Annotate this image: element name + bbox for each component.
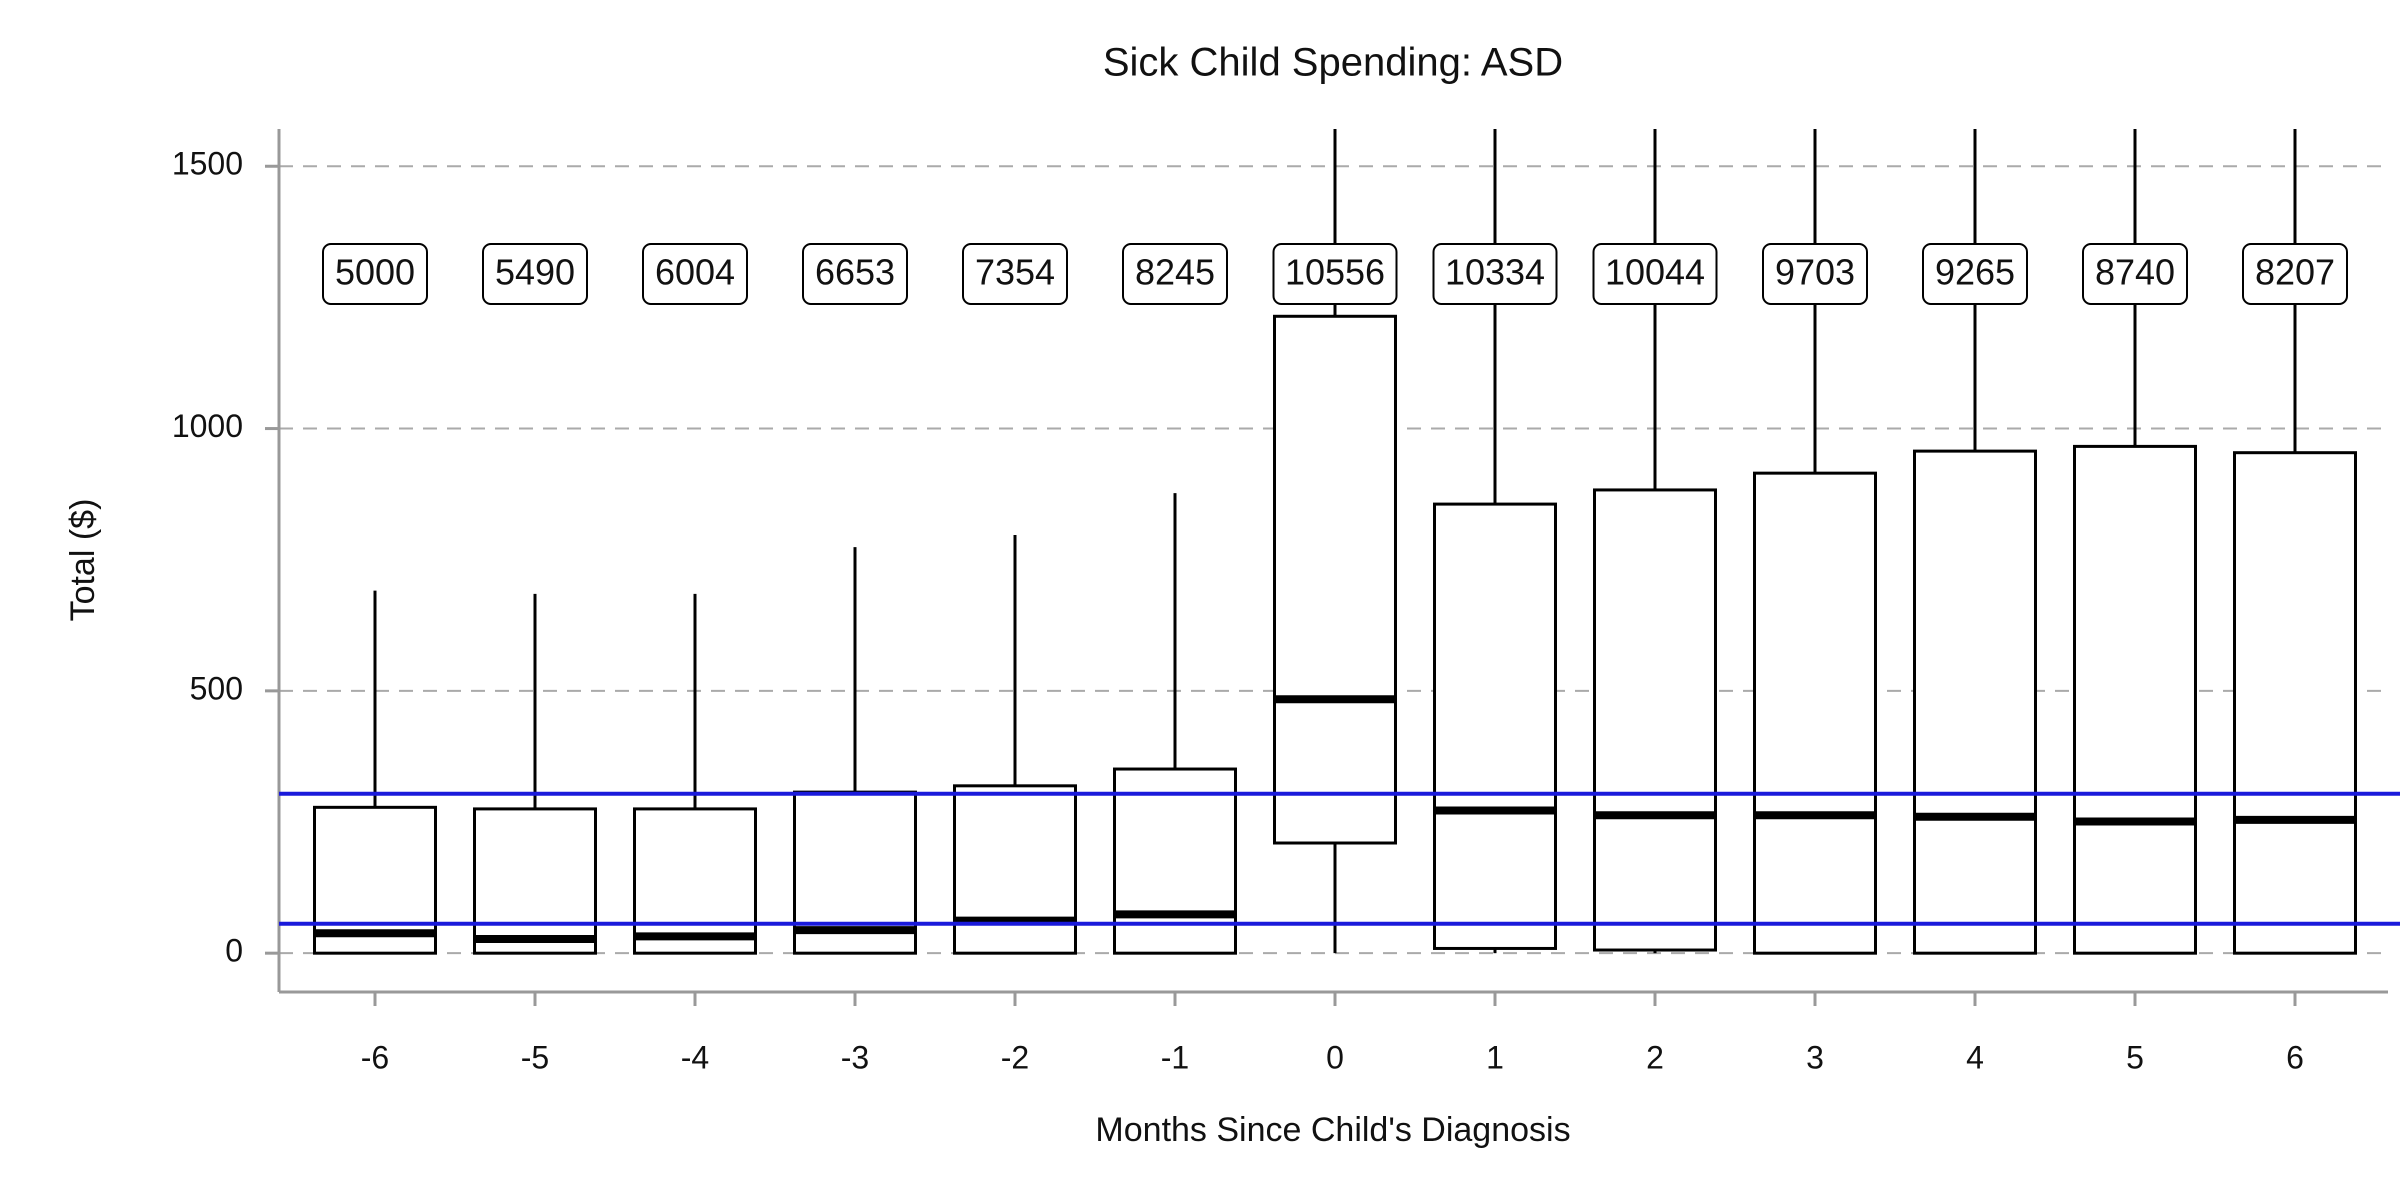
- count-label-box: [1592, 243, 1718, 305]
- count-label-box: [1272, 243, 1398, 305]
- count-label: 8207: [2255, 252, 2335, 293]
- x-tick-label: -5: [521, 1039, 549, 1075]
- count-label-box: [322, 243, 428, 305]
- count-label: 10334: [1445, 252, 1545, 293]
- count-label: 6653: [815, 252, 895, 293]
- x-tick-label: -4: [681, 1039, 709, 1075]
- box: [1913, 449, 2037, 955]
- x-tick-label: -1: [1161, 1039, 1189, 1075]
- count-label-box: [962, 243, 1068, 305]
- count-label: 8740: [2095, 252, 2175, 293]
- x-axis-title: Months Since Child's Diagnosis: [1095, 1111, 1570, 1149]
- count-label: 10556: [1285, 252, 1385, 293]
- count-label-box: [1432, 243, 1558, 305]
- x-tick-label: 6: [2286, 1039, 2304, 1075]
- count-label: 6004: [655, 252, 735, 293]
- x-tick-label: 0: [1326, 1039, 1344, 1075]
- x-tick-label: 5: [2126, 1039, 2144, 1075]
- x-tick-label: 4: [1966, 1039, 1984, 1075]
- count-label-box: [482, 243, 588, 305]
- y-tick-label: 500: [190, 670, 243, 706]
- box: [473, 807, 597, 955]
- box: [1593, 488, 1717, 952]
- count-label: 7354: [975, 252, 1055, 293]
- count-label-box: [1762, 243, 1868, 305]
- y-tick-label: 1500: [172, 146, 243, 182]
- box: [2233, 451, 2357, 955]
- count-label-box: [642, 243, 748, 305]
- y-tick-label: 0: [225, 933, 243, 969]
- count-label-box: [1922, 243, 2028, 305]
- x-tick-label: -2: [1001, 1039, 1029, 1075]
- count-label: 10044: [1605, 252, 1705, 293]
- x-tick-label: 2: [1646, 1039, 1664, 1075]
- count-label-box: [1122, 243, 1228, 305]
- y-axis-title: Total ($): [64, 499, 102, 622]
- chart-title: Sick Child Spending: ASD: [1103, 41, 1563, 85]
- box: [1753, 471, 1877, 955]
- x-tick-label: 3: [1806, 1039, 1824, 1075]
- count-label: 5490: [495, 252, 575, 293]
- count-label: 8245: [1135, 252, 1215, 293]
- count-label-box: [802, 243, 908, 305]
- box: [2073, 444, 2197, 955]
- count-label-box: [2082, 243, 2188, 305]
- count-label: 9703: [1775, 252, 1855, 293]
- x-tick-label: -3: [841, 1039, 869, 1075]
- box: [633, 807, 757, 955]
- x-tick-label: -6: [361, 1039, 389, 1075]
- count-label: 5000: [335, 252, 415, 293]
- count-label: 9265: [1935, 252, 2015, 293]
- box: [313, 805, 437, 955]
- box: [1273, 314, 1397, 845]
- y-tick-label: 1000: [172, 408, 243, 444]
- x-tick-label: 1: [1486, 1039, 1504, 1075]
- plot-area: [279, 129, 2388, 955]
- count-label-box: [2242, 243, 2348, 305]
- box: [1433, 502, 1557, 950]
- box: [953, 784, 1077, 955]
